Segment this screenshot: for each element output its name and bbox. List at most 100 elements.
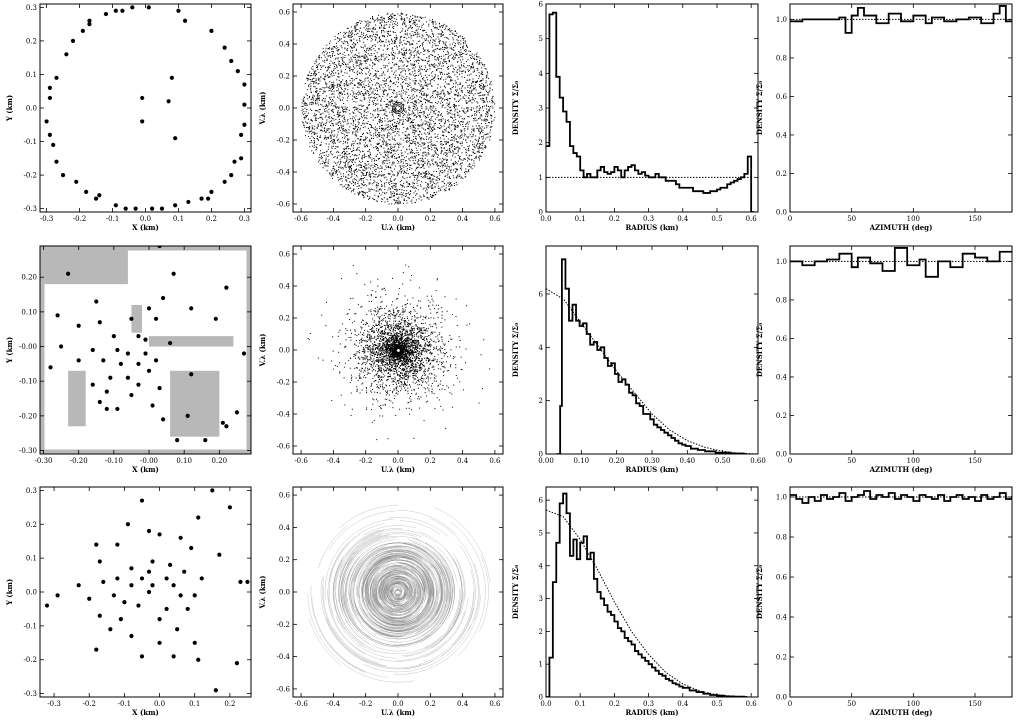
uv-point [363,57,365,59]
uv-point [415,66,417,68]
uv-point [329,85,331,87]
uv-point [400,192,402,194]
uv-point [313,81,315,83]
uv-point [487,111,489,113]
uv-point [371,30,373,32]
uv-point [376,37,378,39]
uv-point [326,119,328,121]
uv-point [420,145,422,147]
uv-point [461,162,463,164]
uv-point [483,140,485,142]
uv-point [357,21,359,23]
uv-point [431,174,433,176]
uv-point [426,95,428,97]
uv-point [423,187,425,189]
uv-point [357,191,359,193]
uv-point [476,56,478,58]
uv-point [313,74,315,76]
uv-point [337,57,339,59]
x-axis-label: X (km) [132,223,159,232]
uv-point [457,124,459,126]
uv-point [405,50,407,52]
uv-point [435,147,437,149]
uv-point [480,147,482,149]
uv-point [366,56,368,58]
uv-point [339,93,341,95]
uv-point [404,43,406,45]
uv-point [365,84,367,86]
uv-point [434,150,436,152]
uv-point [415,83,417,85]
uv-point [405,194,407,196]
uv-point [462,97,464,99]
uv-point [349,181,351,183]
uv-point [421,87,423,89]
uv-point [446,37,448,39]
uv-point [383,35,385,37]
uv-point [482,64,484,66]
uv-point [452,151,454,153]
uv-point [332,174,334,176]
uv-point [344,165,346,167]
uv-point [441,62,443,64]
uv-point [445,175,447,177]
uv-point [365,25,367,27]
uv-point [351,70,353,72]
uv-point [396,95,398,97]
uv-point [371,45,373,47]
uv-point [455,94,457,96]
uv-point [431,115,433,117]
uv-point [427,101,429,103]
uv-point [400,12,402,14]
uv-point [447,171,449,173]
uv-point [342,108,344,110]
uv-point [370,49,372,51]
uv-point [460,121,462,123]
uv-point [353,131,355,133]
uv-point [340,160,342,162]
uv-point [372,100,374,102]
uv-point [339,98,341,100]
uv-point [467,157,469,159]
uv-point [436,191,438,193]
uv-point [422,161,424,163]
uv-point [461,56,463,58]
uv-point [335,107,337,109]
uv-point [307,126,309,128]
uv-point [403,99,405,101]
uv-point [412,197,414,199]
uv-point [359,141,361,143]
uv-point [380,174,382,176]
uv-point [314,138,316,140]
uv-point [432,129,434,131]
uv-point [484,86,486,88]
uv-point [491,96,493,98]
uv-point [329,55,331,57]
uv-point [438,28,440,30]
uv-point [371,164,373,166]
uv-point [409,57,411,59]
uv-point [391,186,393,188]
uv-point [375,38,377,40]
uv-point [374,70,376,72]
uv-point [333,140,335,142]
uv-point [428,36,430,38]
uv-point [392,161,394,163]
uv-point [396,38,398,40]
uv-point [404,134,406,136]
uv-point [390,152,392,154]
uv-point [432,77,434,79]
uv-point [306,114,308,116]
uv-point [419,115,421,117]
uv-point [467,74,469,76]
uv-point [337,116,339,118]
uv-point [364,36,366,38]
uv-point [407,153,409,155]
uv-point [303,124,305,126]
uv-point [338,49,340,51]
uv-point [454,94,456,96]
uv-point [460,51,462,53]
uv-point [367,111,369,113]
uv-point [385,80,387,82]
uv-point [345,66,347,68]
